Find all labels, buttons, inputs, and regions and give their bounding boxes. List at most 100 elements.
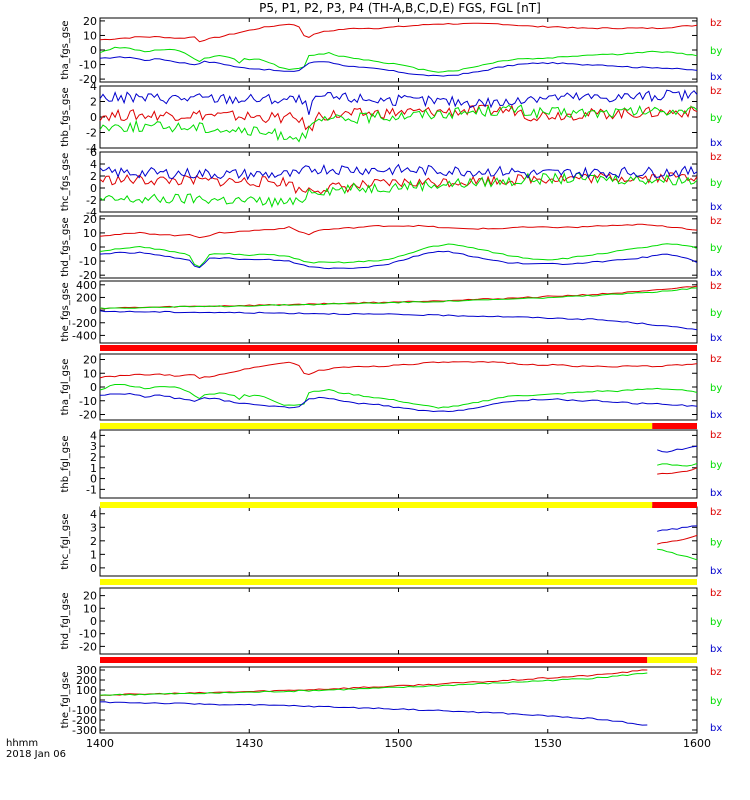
legend-by: by — [710, 383, 722, 394]
y-axis-label: thd_fgl_gse — [60, 593, 71, 650]
legend-bx: bx — [710, 202, 722, 213]
series-by-line — [99, 171, 698, 209]
legend-bz: bz — [710, 588, 722, 599]
y-tick-label: 2 — [90, 535, 97, 548]
y-tick-label: -4 — [86, 142, 97, 155]
y-tick-label: 2 — [90, 451, 97, 464]
x-tick-label: 1500 — [385, 737, 413, 750]
series-bz-line — [99, 172, 698, 195]
series-bx-line — [99, 701, 648, 726]
y-tick-label: 4 — [90, 508, 97, 521]
legend-by: by — [710, 617, 722, 628]
series-bz-line — [657, 467, 698, 475]
legend-bx: bx — [710, 268, 722, 279]
y-tick-label: -200 — [72, 714, 97, 727]
y-axis-label: thb_fgs_gse — [60, 87, 71, 146]
y-axis-label: thc_fgs_gse — [60, 153, 71, 212]
status-bar-segment — [647, 657, 697, 663]
status-bar-segment — [100, 657, 648, 663]
panel-frame — [99, 353, 698, 421]
y-tick-label: 3 — [90, 440, 97, 453]
series-bz-line — [99, 669, 648, 696]
y-axis-label: thb_fgl_gse — [60, 436, 71, 493]
y-tick-label: -300 — [72, 724, 97, 737]
legend-bz: bz — [710, 507, 722, 518]
y-tick-label: 10 — [83, 29, 97, 42]
y-tick-label: 0 — [90, 111, 97, 124]
y-tick-label: 4 — [90, 80, 97, 93]
legend-bx: bx — [710, 488, 722, 499]
date-label: 2018 Jan 06 — [6, 749, 66, 760]
legend-by: by — [710, 178, 722, 189]
y-tick-label: -20 — [79, 409, 97, 422]
series-bx-line — [99, 310, 698, 331]
y-axis-label: thc_fgl_gse — [60, 513, 71, 569]
legend-bz: bz — [710, 18, 722, 29]
series-by-line — [99, 384, 698, 409]
y-tick-label: 6 — [90, 146, 97, 159]
y-tick-label: -10 — [79, 255, 97, 268]
y-tick-label: 0 — [90, 241, 97, 254]
legend-bx: bx — [710, 333, 722, 344]
y-tick-label: 2 — [90, 96, 97, 109]
series-bz-line — [99, 223, 698, 239]
series-by-line — [99, 672, 648, 696]
y-tick-label: 2 — [90, 170, 97, 183]
panel-frame — [99, 280, 698, 344]
y-tick-label: 400 — [76, 279, 97, 292]
y-tick-label: -2 — [86, 194, 97, 207]
series-bx-line — [99, 56, 698, 77]
x-tick-label: 1430 — [235, 737, 263, 750]
panel-frame — [99, 506, 698, 577]
y-tick-label: -20 — [79, 640, 97, 653]
legend-bz: bz — [710, 281, 722, 292]
series-by-line — [99, 46, 698, 73]
series-bz-line — [99, 361, 698, 380]
y-tick-label: -10 — [79, 395, 97, 408]
y-tick-label: 0 — [90, 562, 97, 575]
y-tick-label: 0 — [90, 182, 97, 195]
legend-by: by — [710, 243, 722, 254]
y-tick-label: 0 — [90, 381, 97, 394]
y-tick-label: -20 — [79, 73, 97, 86]
legend-bz: bz — [710, 152, 722, 163]
panel-frame — [99, 587, 698, 655]
panel-frame — [99, 151, 698, 213]
y-tick-label: 0 — [90, 615, 97, 628]
series-bx-line — [657, 445, 698, 453]
status-bar-segment — [100, 502, 653, 508]
y-axis-label: thd_fgs_gse — [60, 217, 71, 276]
legend-bz: bz — [710, 216, 722, 227]
series-by-line — [99, 243, 698, 268]
y-tick-label: -10 — [79, 59, 97, 72]
series-by-line — [99, 104, 698, 143]
series-bx-line — [99, 89, 698, 115]
legend-by: by — [710, 46, 722, 57]
x-tick-label: 1530 — [534, 737, 562, 750]
status-bar-segment — [652, 423, 697, 429]
y-tick-label: -2 — [86, 127, 97, 140]
y-tick-label: -4 — [86, 206, 97, 219]
status-bar-segment — [100, 345, 697, 351]
legend-bz: bz — [710, 667, 722, 678]
y-tick-label: -20 — [79, 269, 97, 282]
legend-by: by — [710, 113, 722, 124]
series-by-line — [657, 463, 698, 467]
series-bz-line — [99, 104, 698, 132]
y-tick-label: 200 — [76, 291, 97, 304]
y-axis-label: tha_fgl_gse — [60, 359, 71, 416]
legend-bx: bx — [710, 644, 722, 655]
y-tick-label: 0 — [90, 473, 97, 486]
y-tick-label: 10 — [83, 367, 97, 380]
y-tick-label: 20 — [83, 15, 97, 28]
series-bx-line — [99, 163, 698, 181]
y-tick-label: 20 — [83, 213, 97, 226]
x-axis: 1400 1430 1500 1530 1600 — [86, 737, 711, 750]
